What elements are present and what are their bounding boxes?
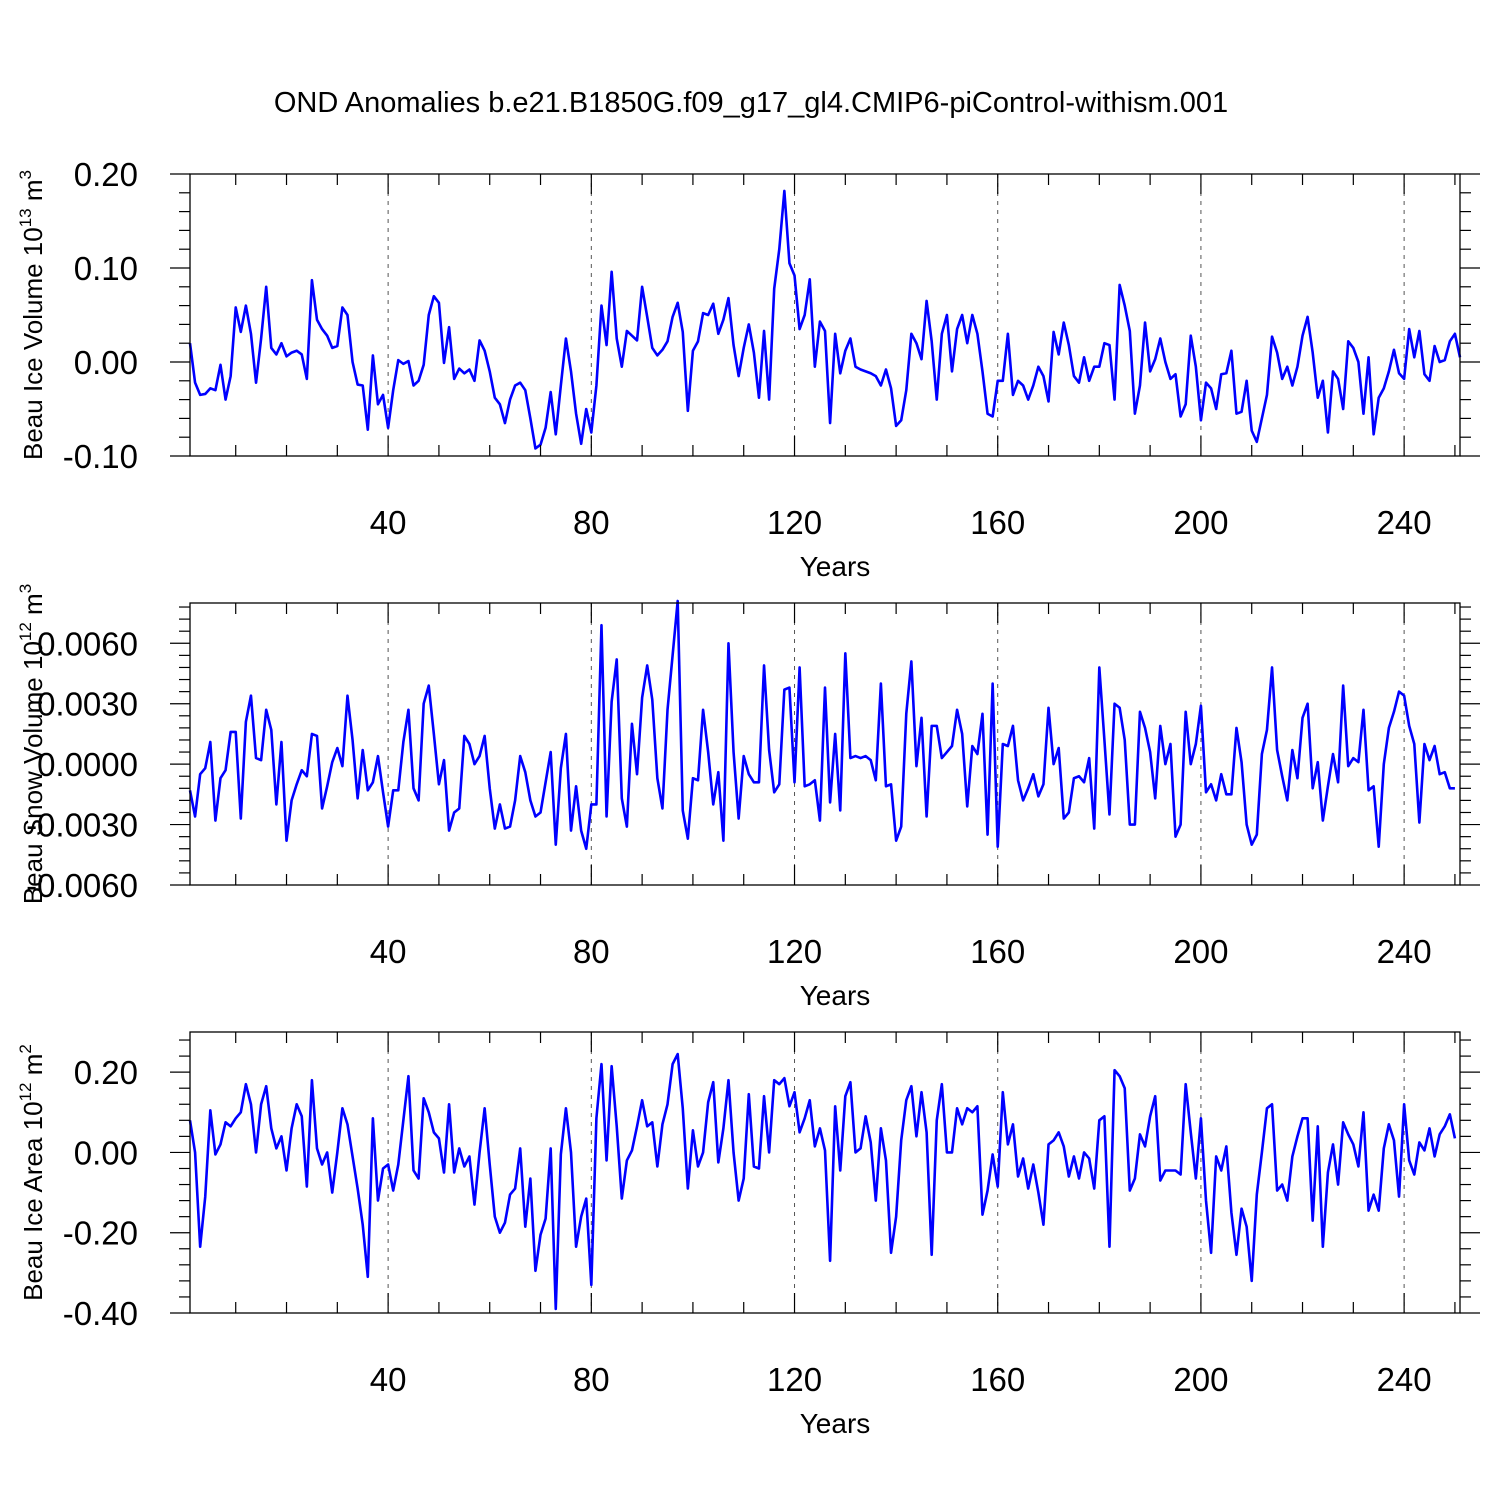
snow-volume-x-tick-label: 120 <box>767 933 822 970</box>
snow-volume-y-tick-label: 0.0060 <box>37 625 138 662</box>
ice-area-series-line <box>188 1052 1457 1311</box>
ice-area-y-axis-label: Beau Ice Area 1012 m2 <box>16 1044 48 1301</box>
ice-volume-y-axis-label: Beau Ice Volume 1013 m3 <box>16 170 48 460</box>
ice-area-plot-frame <box>189 1031 1461 1314</box>
ice-volume-x-tick-label: 40 <box>370 504 407 541</box>
snow-volume-series-line <box>188 599 1455 851</box>
ice-volume-y-tick-label: 0.00 <box>74 344 138 381</box>
ice-volume-x-tick-label: 80 <box>573 504 610 541</box>
chart-title: OND Anomalies b.e21.B1850G.f09_g17_gl4.C… <box>274 87 1228 119</box>
ice-area-panel: 40 80 120 160 200 240 Years 0.20 0.00 -0.20 -0.40 B… <box>16 1031 1480 1439</box>
snow-volume-y-tick-label: 0.0000 <box>37 746 138 783</box>
ice-volume-x-tick-label: 120 <box>767 504 822 541</box>
ice-volume-series-line <box>188 189 1462 450</box>
ice-area-y-tick-label: 0.00 <box>74 1134 138 1171</box>
snow-volume-x-tick-label: 200 <box>1173 933 1228 970</box>
ice-area-y-tick-label: -0.40 <box>63 1295 138 1332</box>
snow-volume-y-tick-label: -0.0060 <box>26 867 138 904</box>
ice-area-x-tick-label: 80 <box>573 1361 610 1398</box>
ice-volume-x-tick-label: 240 <box>1377 504 1432 541</box>
snow-volume-x-axis-label: Years <box>800 980 871 1011</box>
snow-volume-x-tick-label: 40 <box>370 933 407 970</box>
ice-volume-panel: 40 80 120 160 200 240 Years 0.20 0.10 0.00 -0.10 Be… <box>16 156 1480 582</box>
snow-volume-x-tick-label: 160 <box>970 933 1025 970</box>
ice-area-y-tick-label: 0.20 <box>74 1054 138 1091</box>
ice-area-x-tick-label: 240 <box>1377 1361 1432 1398</box>
ice-volume-plot-frame <box>189 173 1461 457</box>
snow-volume-panel: 40 80 120 160 200 240 Years 0.0060 0.0030 0.0000 -… <box>16 584 1480 1011</box>
ice-volume-y-tick-label: 0.20 <box>74 156 138 193</box>
snow-volume-x-tick-label: 80 <box>573 933 610 970</box>
ice-volume-y-tick-label: 0.10 <box>74 250 138 287</box>
ice-volume-x-axis-label: Years <box>800 551 871 582</box>
ice-area-y-tick-label: -0.20 <box>63 1215 138 1252</box>
ice-volume-x-tick-label: 200 <box>1173 504 1228 541</box>
ice-area-x-axis-label: Years <box>800 1408 871 1439</box>
ice-area-x-tick-label: 40 <box>370 1361 407 1398</box>
snow-volume-x-tick-label: 240 <box>1377 933 1432 970</box>
snow-volume-y-axis-label: Beau Snow Volume 1012 m3 <box>16 584 48 904</box>
ice-area-x-tick-label: 200 <box>1173 1361 1228 1398</box>
snow-volume-y-tick-label: 0.0030 <box>37 686 138 723</box>
ice-volume-y-tick-label: -0.10 <box>63 438 138 475</box>
ice-area-x-tick-label: 120 <box>767 1361 822 1398</box>
ice-volume-x-tick-label: 160 <box>970 504 1025 541</box>
snow-volume-y-tick-label: -0.0030 <box>26 807 138 844</box>
snow-volume-plot-frame <box>189 602 1461 886</box>
ice-area-x-tick-label: 160 <box>970 1361 1025 1398</box>
